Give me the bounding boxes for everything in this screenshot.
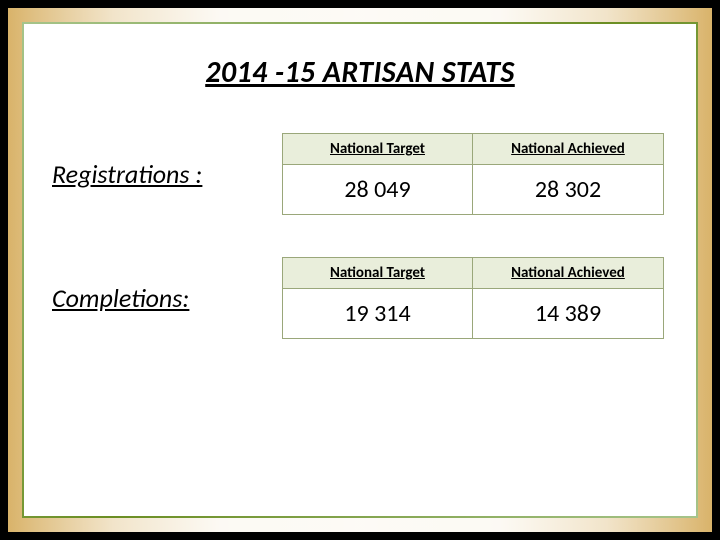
slide: 2014 -15 ARTISAN STATS Registrations : N… xyxy=(0,0,720,540)
registrations-table: National Target 28 049 National Achieved… xyxy=(282,133,664,215)
registrations-label: Registrations : xyxy=(52,158,282,190)
completions-achieved-cell: National Achieved 14 389 xyxy=(473,258,663,338)
registrations-achieved-value: 28 302 xyxy=(473,165,663,214)
completions-label: Completions: xyxy=(52,282,282,314)
registrations-achieved-cell: National Achieved 28 302 xyxy=(473,134,663,214)
completions-achieved-header: National Achieved xyxy=(473,258,663,289)
completions-target-header: National Target xyxy=(283,258,472,289)
registrations-target-header: National Target xyxy=(283,134,472,165)
completions-target-value: 19 314 xyxy=(283,289,472,338)
registrations-target-value: 28 049 xyxy=(283,165,472,214)
registrations-target-cell: National Target 28 049 xyxy=(283,134,473,214)
completions-achieved-value: 14 389 xyxy=(473,289,663,338)
content-area: 2014 -15 ARTISAN STATS Registrations : N… xyxy=(24,24,696,516)
completions-target-cell: National Target 19 314 xyxy=(283,258,473,338)
completions-row: Completions: National Target 19 314 Nati… xyxy=(52,257,668,339)
registrations-row: Registrations : National Target 28 049 N… xyxy=(52,133,668,215)
registrations-achieved-header: National Achieved xyxy=(473,134,663,165)
completions-table: National Target 19 314 National Achieved… xyxy=(282,257,664,339)
page-title: 2014 -15 ARTISAN STATS xyxy=(52,54,668,91)
